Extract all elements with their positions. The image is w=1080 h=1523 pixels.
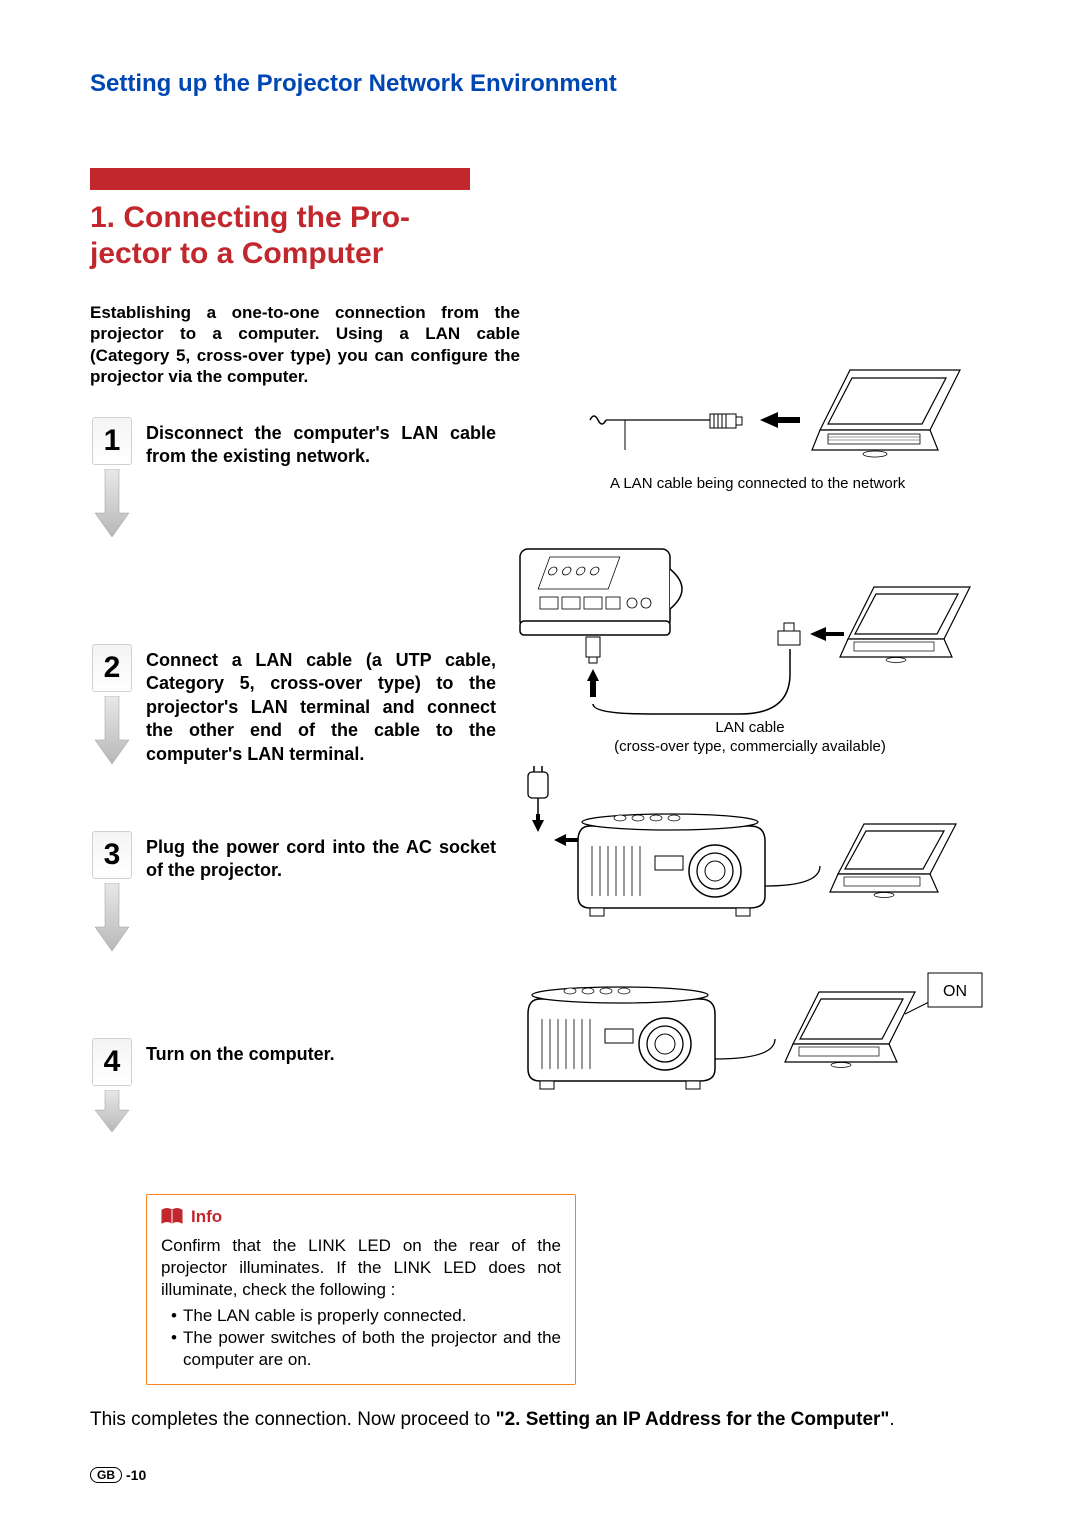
info-body-text: Confirm that the LINK LED on the rear of… (161, 1235, 561, 1301)
diagram2-caption-line2: (cross-over type, commercially available… (510, 738, 990, 757)
info-box: Info Confirm that the LINK LED on the re… (146, 1194, 576, 1385)
info-header: Info (161, 1207, 561, 1227)
info-label: Info (191, 1207, 222, 1227)
closing-paragraph: This completes the connection. Now proce… (90, 1407, 990, 1433)
down-arrow-icon (93, 469, 131, 539)
page-num-value: -10 (126, 1467, 146, 1483)
closing-pre: This completes the connection. Now proce… (90, 1409, 496, 1430)
region-badge: GB (90, 1467, 122, 1483)
step-number: 1 (92, 417, 132, 465)
page-number: GB -10 (90, 1467, 146, 1483)
closing-bold: "2. Setting an IP Address for the Comput… (496, 1409, 890, 1430)
closing-post: . (889, 1409, 894, 1430)
step-marker: 3 (90, 831, 134, 953)
step-marker: 1 (90, 417, 134, 539)
breadcrumb: Setting up the Projector Network Environ… (90, 70, 990, 98)
section-title: 1. Connecting the Pro-jector to a Comput… (90, 200, 990, 272)
step-text: Turn on the computer. (146, 1038, 496, 1066)
diagram-step2 (510, 519, 990, 729)
on-label: ON (943, 983, 967, 1000)
diagram-step3 (510, 766, 990, 946)
list-item: The power switches of both the projector… (171, 1327, 561, 1371)
down-arrow-icon (93, 883, 131, 953)
down-arrow-icon (93, 1090, 131, 1134)
step-marker: 2 (90, 644, 134, 766)
step-number: 3 (92, 831, 132, 879)
info-bullet-list: The LAN cable is properly connected. The… (161, 1305, 561, 1371)
list-item: The LAN cable is properly connected. (171, 1305, 561, 1327)
diagrams-column: A LAN cable being connected to the netwo… (510, 340, 990, 1124)
down-arrow-icon (93, 696, 131, 766)
step-text: Connect a LAN cable (a UTP cable, Catego… (146, 644, 496, 766)
diagram-step4: ON (510, 959, 990, 1119)
book-icon (161, 1208, 183, 1226)
intro-paragraph: Establishing a one-to-one connection fro… (90, 302, 520, 387)
step-number: 4 (92, 1038, 132, 1086)
step-text: Plug the power cord into the AC socket o… (146, 831, 496, 883)
section-accent-bar (90, 168, 470, 190)
step-marker: 4 (90, 1038, 134, 1134)
step-text: Disconnect the computer's LAN cable from… (146, 417, 496, 469)
step-number: 2 (92, 644, 132, 692)
